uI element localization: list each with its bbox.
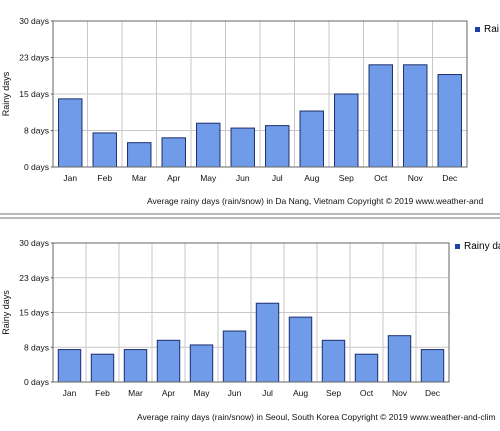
chart-da-nang: 0 days 8 days 15 days 23 days 30 days Jan Feb M… (1, 16, 468, 183)
bar-jan (57, 349, 82, 383)
y-tick-label: 23 days (19, 53, 49, 63)
x-tick-label: Jun (228, 388, 242, 398)
chart-panel-seoul: 0 days 8 days 15 days 23 days 30 days Jan Feb M… (0, 217, 500, 431)
bar-aug (299, 110, 324, 168)
x-tick-label: Mar (132, 173, 147, 183)
chart-caption: Average rainy days (rain/snow) in Da Nan… (147, 196, 484, 206)
chart-seoul: 0 days 8 days 15 days 23 days 30 days Jan Feb M… (1, 238, 450, 398)
x-tick-label: Sep (326, 388, 341, 398)
bar-apr (161, 137, 186, 168)
bar-jun (230, 127, 255, 168)
chart-panel-da-nang: 0 days 8 days 15 days 23 days 30 days Jan Feb M… (0, 0, 500, 215)
plot-border (52, 242, 450, 383)
bar-nov (403, 64, 428, 168)
x-tick-label: Oct (360, 388, 374, 398)
y-tick-label: 0 days (24, 162, 49, 172)
x-tick-label: Dec (425, 388, 441, 398)
legend-swatch (475, 26, 480, 32)
x-tick-label: Aug (304, 173, 319, 183)
y-tick-label: 8 days (24, 342, 49, 352)
bar-feb (90, 353, 115, 383)
y-tick-label: 23 days (19, 273, 49, 283)
bar-dec (437, 74, 462, 168)
y-tick-label: 15 days (19, 89, 49, 99)
bar-jul (265, 125, 290, 168)
chart-caption: Average rainy days (rain/snow) in Seoul,… (137, 412, 496, 422)
bar-feb (92, 132, 117, 168)
bar-sep (334, 93, 359, 168)
bar-mar (123, 349, 148, 383)
bar-jul (255, 302, 280, 383)
x-tick-label: Jan (63, 388, 77, 398)
bar-mar (127, 142, 152, 168)
y-axis-label: Rainy days (1, 290, 11, 335)
x-tick-label: Nov (408, 173, 424, 183)
bar-jun (222, 330, 247, 383)
x-tick-label: Aug (293, 388, 308, 398)
bar-oct (368, 64, 393, 168)
bar-may (196, 122, 221, 168)
bar-dec (420, 349, 445, 383)
y-tick-label: 8 days (24, 126, 49, 136)
bar-oct (354, 353, 379, 383)
y-tick-label: 0 days (24, 377, 49, 387)
legend-swatch (455, 243, 460, 249)
x-tick-label: Jan (63, 173, 77, 183)
legend: Rai (475, 24, 499, 35)
x-tick-label: Dec (442, 173, 458, 183)
x-tick-label: Sep (339, 173, 354, 183)
bar-aug (288, 316, 313, 383)
legend-label: Rai (484, 24, 500, 35)
y-axis-label: Rainy days (1, 71, 11, 116)
x-tick-label: Jul (262, 388, 273, 398)
y-tick-label: 30 days (19, 16, 49, 26)
y-tick-label: 30 days (19, 238, 49, 248)
x-tick-label: Mar (128, 388, 143, 398)
x-tick-label: Jul (272, 173, 283, 183)
x-tick-label: Nov (392, 388, 408, 398)
legend-label: Rainy da (464, 241, 500, 252)
x-tick-label: Jun (236, 173, 250, 183)
x-tick-label: May (193, 388, 210, 398)
bar-jan (58, 98, 83, 168)
x-tick-label: Apr (167, 173, 180, 183)
x-tick-label: Apr (162, 388, 175, 398)
bar-may (189, 344, 214, 383)
y-tick-label: 15 days (19, 308, 49, 318)
x-tick-label: May (200, 173, 217, 183)
x-tick-label: Oct (374, 173, 388, 183)
bar-apr (156, 339, 181, 383)
x-tick-label: Feb (97, 173, 112, 183)
legend: Rainy da (455, 241, 500, 252)
plot-border (52, 20, 468, 168)
x-tick-label: Feb (95, 388, 110, 398)
bar-sep (321, 339, 346, 383)
bar-nov (387, 335, 412, 383)
